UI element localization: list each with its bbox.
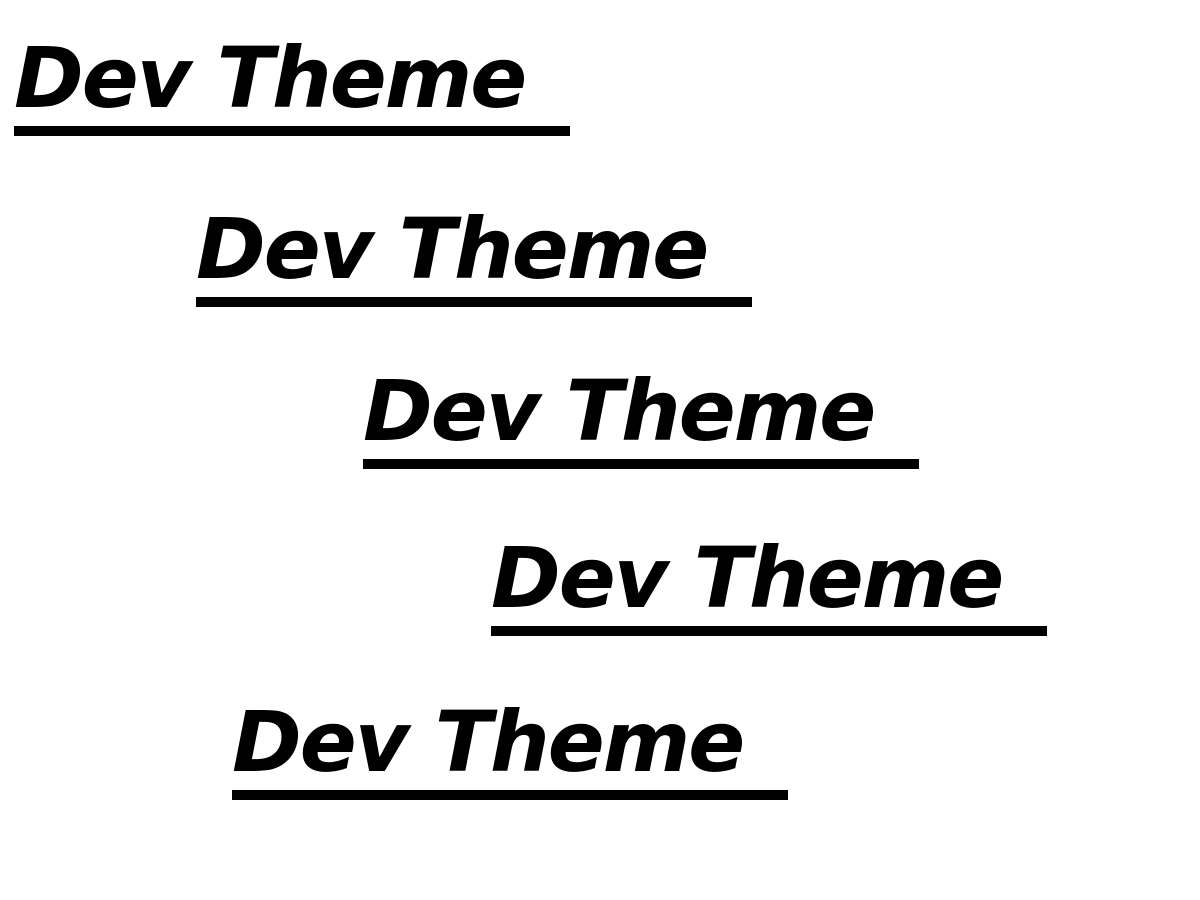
underline-bar [491,626,1047,636]
label-text: Dev Theme [363,363,876,459]
underline-bar [232,790,788,800]
dev-theme-label-4: Dev Theme [491,530,1047,638]
dev-theme-label-3: Dev Theme [363,363,919,471]
underline-bar [14,126,570,136]
underline-bar [196,297,752,307]
dev-theme-label-1: Dev Theme [14,30,570,138]
label-text: Dev Theme [491,530,1004,626]
underline-bar [363,459,919,469]
label-text: Dev Theme [196,201,709,297]
dev-theme-label-5: Dev Theme [232,694,788,802]
label-text: Dev Theme [14,30,527,126]
label-text: Dev Theme [232,694,745,790]
dev-theme-label-2: Dev Theme [196,201,752,309]
